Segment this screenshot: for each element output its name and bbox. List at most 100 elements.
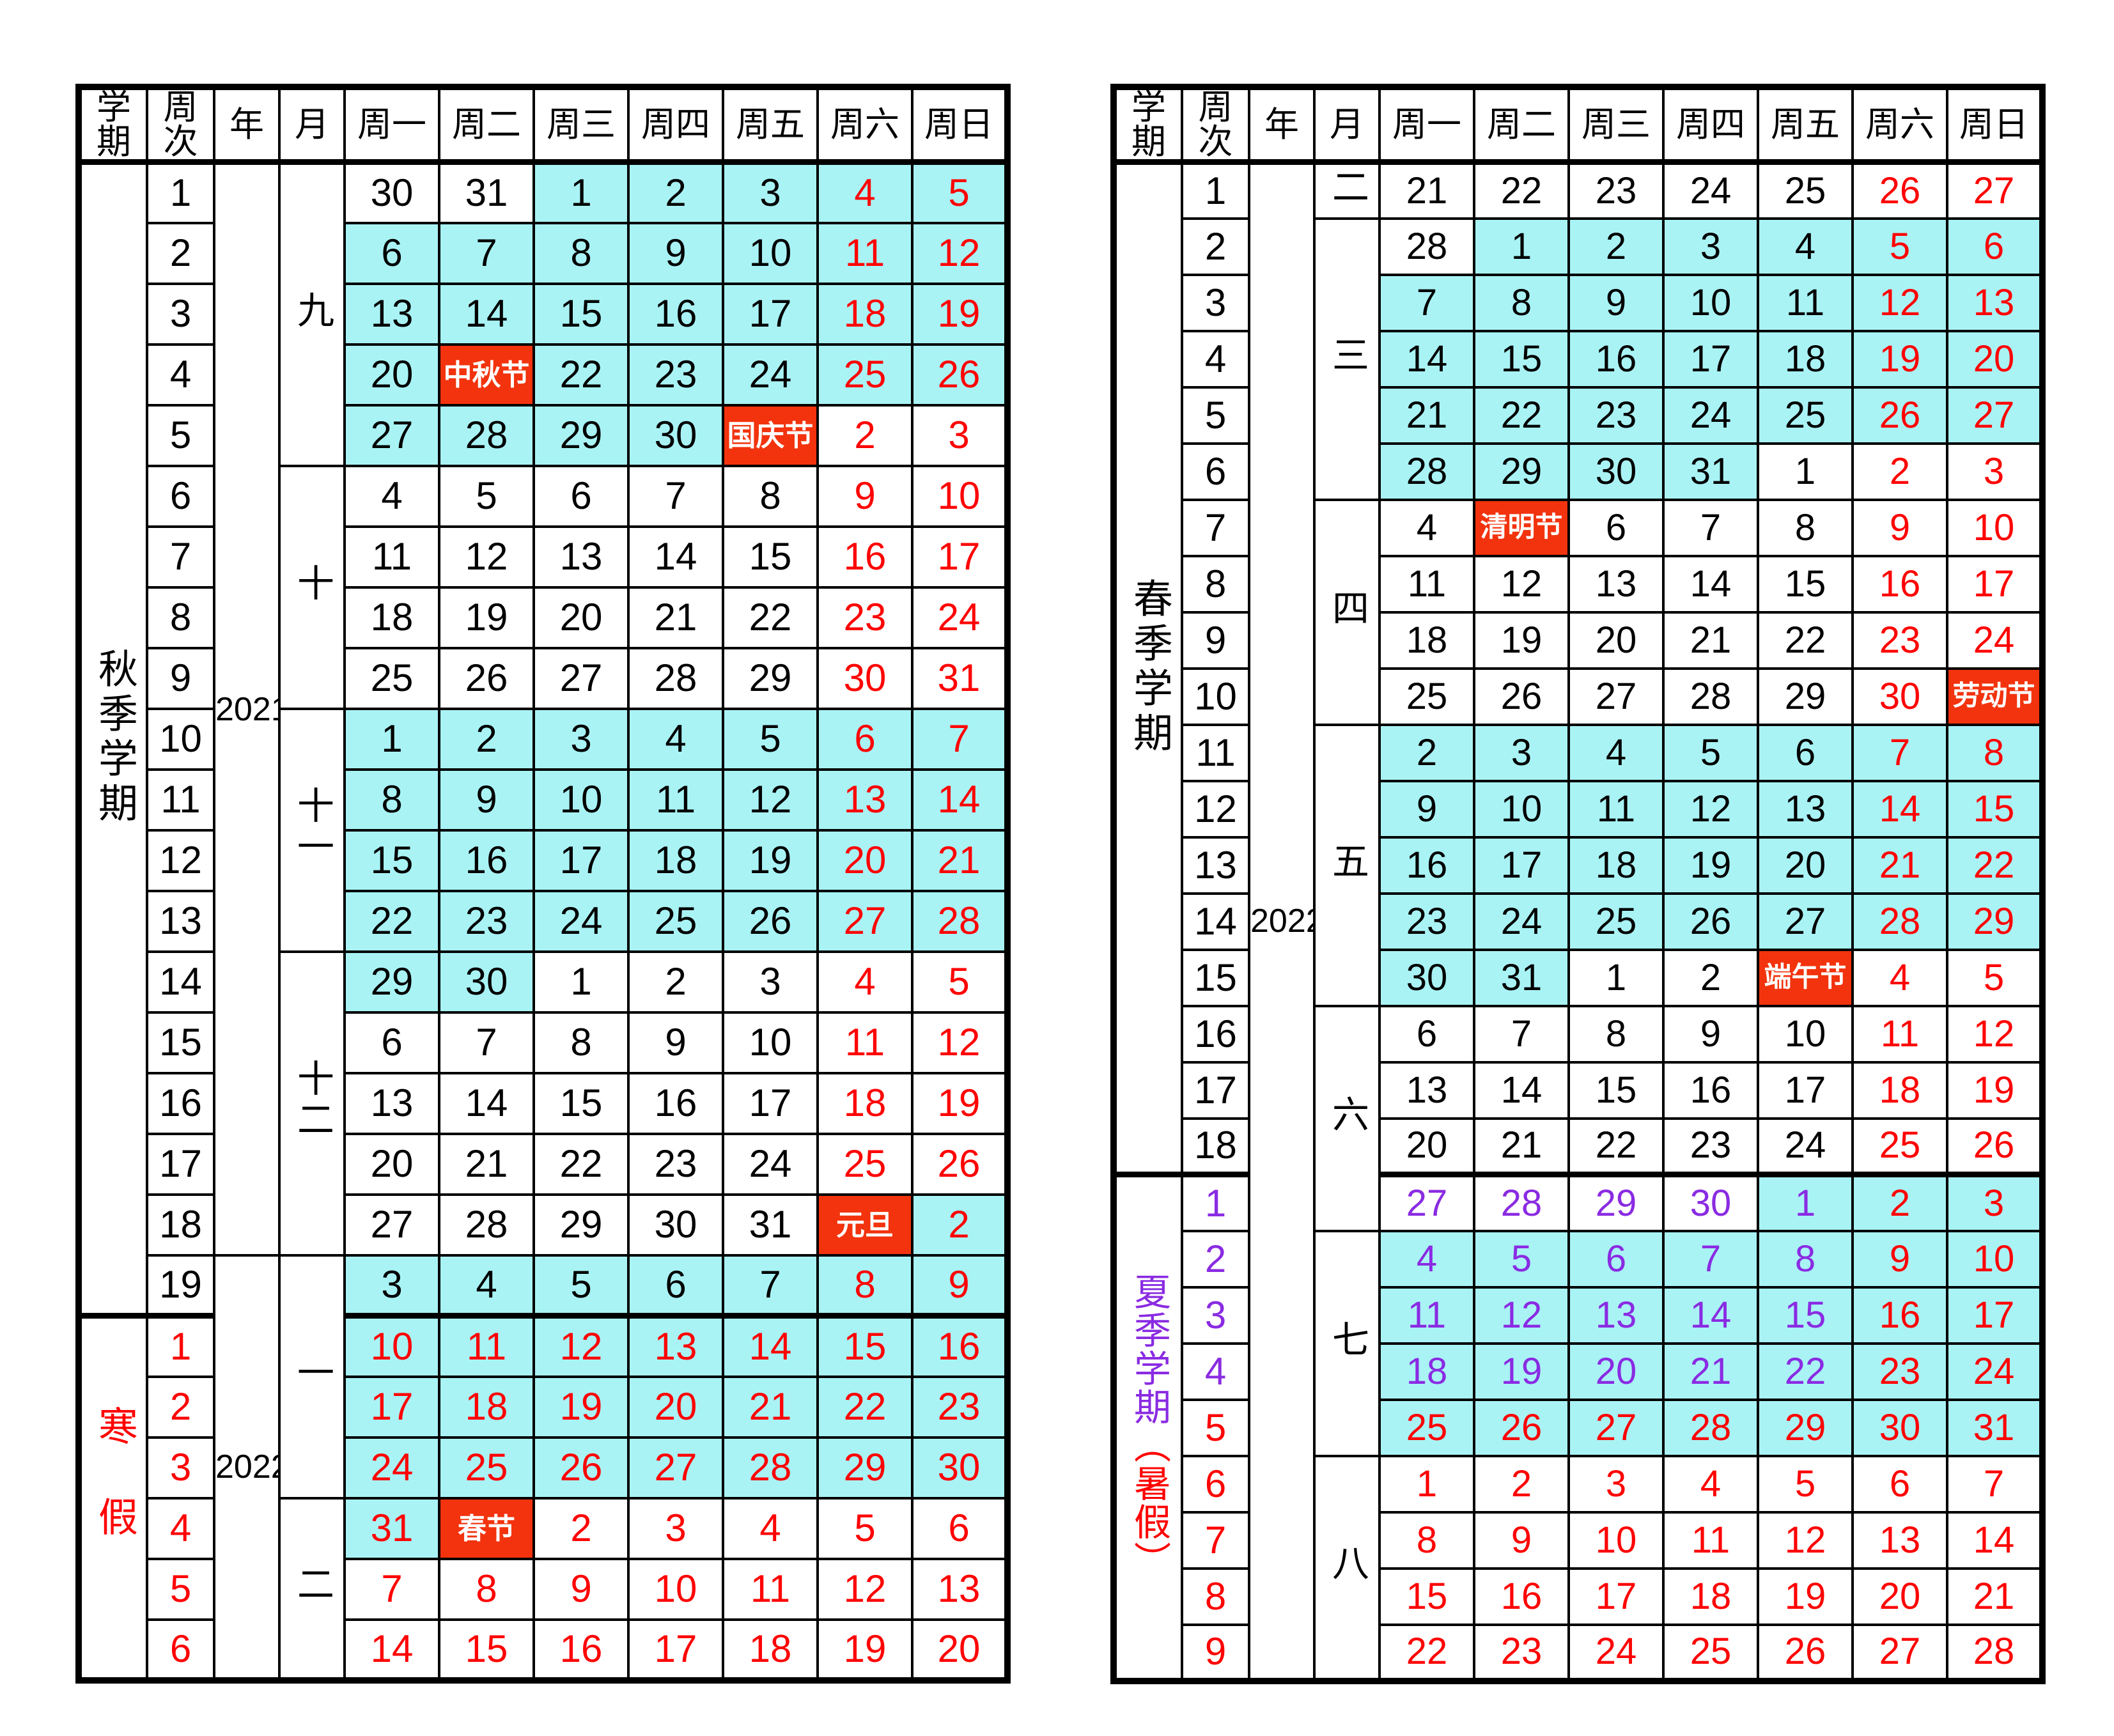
holiday-cell: 劳动节 — [1946, 667, 2044, 726]
day-cell: 17 — [1473, 835, 1570, 895]
day-cell: 26 — [1662, 892, 1759, 951]
header-cell: 周日 — [911, 86, 1009, 165]
week-row: 2 17 18 19 20 21 22 23 — [79, 1375, 1009, 1439]
week-row: 15 6 7 8 9 10 11 12 — [79, 1011, 1009, 1074]
week-row: 8 18 19 20 21 22 23 24 — [79, 585, 1009, 649]
day-cell: 24 — [722, 1132, 819, 1196]
day-cell: 12 — [911, 221, 1009, 285]
day-cell: 28 — [1473, 1172, 1570, 1232]
day-cell: 10 — [722, 221, 819, 285]
day-cell: 7 — [1946, 1454, 2044, 1514]
day-cell: 10 — [722, 1011, 819, 1074]
month-label: 一 — [278, 1253, 346, 1500]
week-number: 6 — [146, 1618, 215, 1682]
semester-label: 夏季学期（暑假） — [1112, 1172, 1183, 1682]
day-cell: 15 — [1378, 1567, 1475, 1626]
day-cell: 24 — [1946, 1342, 2044, 1401]
day-cell: 19 — [1851, 329, 1948, 389]
day-cell: 3 — [911, 403, 1009, 467]
day-cell: 4 — [438, 1253, 535, 1317]
week-number: 7 — [1181, 498, 1250, 557]
week-row: 3 11 12 13 14 15 16 17 — [1114, 1285, 2044, 1345]
month-label: 十 — [278, 464, 346, 710]
day-cell: 28 — [438, 403, 535, 467]
week-number: 17 — [1181, 1060, 1250, 1120]
day-cell: 20 — [1946, 329, 2044, 389]
day-cell: 6 — [532, 464, 630, 528]
week-row: 4 二 31 春节 2 3 4 5 6 — [79, 1496, 1009, 1682]
day-cell: 12 — [1473, 554, 1570, 614]
day-cell: 25 — [343, 646, 440, 710]
day-cell: 15 — [1946, 779, 2044, 839]
day-cell: 5 — [722, 707, 819, 771]
day-cell: 18 — [722, 1618, 819, 1682]
day-cell: 15 — [1757, 554, 1854, 614]
day-cell: 29 — [1473, 442, 1570, 501]
day-cell: 26 — [1757, 1623, 1854, 1682]
day-cell: 3 — [1662, 217, 1759, 276]
header-cell: 学期 — [77, 86, 148, 165]
day-cell: 1 — [1567, 948, 1665, 1007]
week-number: 5 — [1181, 385, 1250, 445]
day-cell: 20 — [343, 1132, 440, 1196]
day-cell: 21 — [722, 1375, 819, 1439]
day-cell: 26 — [1946, 1117, 2044, 1176]
day-cell: 30 — [627, 1193, 724, 1257]
day-cell: 24 — [1946, 610, 2044, 670]
day-cell: 26 — [911, 343, 1009, 407]
holiday-cell: 中秋节 — [438, 343, 535, 407]
day-cell: 3 — [343, 1253, 440, 1317]
week-number: 8 — [146, 585, 215, 649]
day-cell: 23 — [1473, 1623, 1570, 1682]
day-cell: 1 — [1473, 217, 1570, 276]
day-cell: 13 — [1946, 273, 2044, 332]
day-cell: 9 — [532, 1557, 630, 1621]
header-cell: 周六 — [816, 86, 913, 165]
autumn-winter-calendar-table: 学期周次年月周一周二周三周四周五周六周日秋季学期12021九3031123452… — [75, 84, 1011, 1684]
day-cell: 22 — [1757, 1342, 1854, 1401]
day-cell: 24 — [1757, 1117, 1854, 1176]
day-cell: 18 — [1378, 610, 1475, 670]
day-cell: 3 — [1567, 1454, 1665, 1514]
day-cell: 25 — [1757, 385, 1854, 445]
week-row: 18 27 28 29 30 31 元旦 2 — [79, 1193, 1009, 1257]
day-cell: 13 — [911, 1557, 1009, 1621]
header-cell: 月 — [278, 86, 346, 165]
day-cell: 25 — [1378, 1398, 1475, 1457]
day-cell: 5 — [1851, 217, 1948, 276]
day-cell: 17 — [1757, 1060, 1854, 1120]
day-cell: 31 — [438, 160, 535, 224]
day-cell: 13 — [1378, 1060, 1475, 1120]
semester-label: 寒假 — [77, 1313, 148, 1682]
day-cell: 19 — [911, 1071, 1009, 1135]
header-cell: 周二 — [438, 86, 535, 165]
week-number: 9 — [146, 646, 215, 710]
week-row: 14 23 24 25 26 27 28 29 — [1114, 892, 2044, 951]
day-cell: 2 — [1567, 217, 1665, 276]
day-cell: 28 — [1662, 667, 1759, 726]
day-cell: 4 — [1378, 498, 1475, 557]
day-cell: 25 — [1851, 1117, 1948, 1176]
day-cell: 23 — [816, 585, 913, 649]
week-number: 15 — [146, 1011, 215, 1074]
day-cell: 15 — [532, 282, 630, 346]
holiday-cell: 国庆节 — [722, 403, 819, 467]
week-number: 4 — [1181, 1342, 1250, 1401]
day-cell: 24 — [532, 889, 630, 953]
day-cell: 30 — [1851, 667, 1948, 726]
week-number: 12 — [1181, 779, 1250, 839]
day-cell: 2 — [627, 950, 724, 1014]
day-cell: 20 — [1567, 1342, 1665, 1401]
day-cell: 12 — [1473, 1285, 1570, 1345]
week-row: 12 15 16 17 18 19 20 21 — [79, 828, 1009, 892]
day-cell: 14 — [911, 768, 1009, 832]
day-cell: 8 — [1378, 1510, 1475, 1570]
day-cell: 17 — [911, 525, 1009, 589]
day-cell: 14 — [1662, 554, 1759, 614]
week-number: 14 — [146, 950, 215, 1014]
day-cell: 14 — [1946, 1510, 2044, 1570]
day-cell: 15 — [532, 1071, 630, 1135]
day-cell: 22 — [343, 889, 440, 953]
day-cell: 4 — [1757, 217, 1854, 276]
